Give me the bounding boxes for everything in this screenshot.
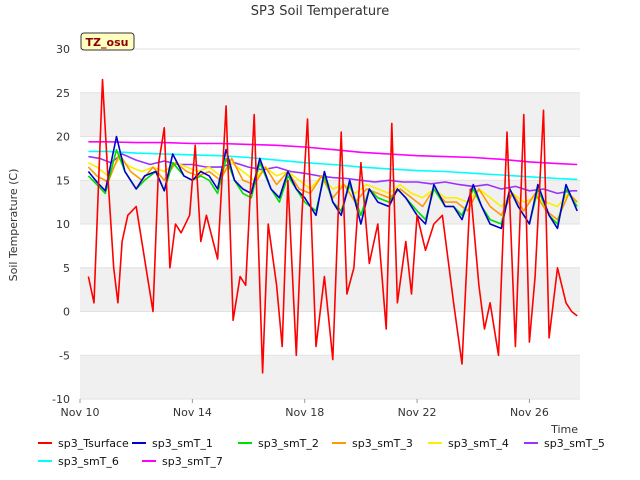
y-tick-label: 15 xyxy=(56,174,70,187)
x-axis-label: Time xyxy=(550,423,578,436)
y-axis: -10 -5 0 5 10 15 20 25 30 xyxy=(52,43,70,406)
series-line-sp3_smT_1 xyxy=(87,135,578,230)
y-tick-label: -10 xyxy=(52,393,70,406)
y-axis-label: Soil Temperature (C) xyxy=(7,169,20,282)
y-tick-label: -5 xyxy=(59,349,70,362)
legend-label-sp3_smT_5: sp3_smT_5 xyxy=(544,437,605,450)
legend: sp3_Tsurface sp3_smT_1 sp3_smT_2 sp3_smT_3 s… xyxy=(38,437,605,468)
grid-band xyxy=(80,92,580,137)
chart-title: SP3 Soil Temperature xyxy=(251,4,389,19)
legend-label-sp3_smT_7: sp3_smT_7 xyxy=(162,455,223,468)
y-tick-label: 25 xyxy=(56,87,70,100)
y-tick-label: 5 xyxy=(63,262,70,275)
x-tick-label: Nov 22 xyxy=(398,406,437,419)
legend-label-sp3_smT_1: sp3_smT_1 xyxy=(152,437,213,450)
x-axis: Nov 10 Nov 14 Nov 18 Nov 22 Nov 26 xyxy=(61,399,549,419)
site-badge-box xyxy=(80,32,135,51)
x-tick-label: Nov 14 xyxy=(173,406,212,419)
series-line-sp3_smT_6 xyxy=(88,150,578,181)
series-line-sp3_Tsurface xyxy=(87,78,578,374)
x-tick-label: Nov 18 xyxy=(285,406,324,419)
series-line-sp3_smT_4 xyxy=(88,157,578,208)
grid-band xyxy=(80,267,580,312)
legend-label-sp3_smT_3: sp3_smT_3 xyxy=(352,437,413,450)
y-tick-label: 0 xyxy=(63,306,70,319)
legend-label-sp3_smT_2: sp3_smT_2 xyxy=(258,437,319,450)
x-tick-label: Nov 26 xyxy=(510,406,549,419)
y-tick-label: 30 xyxy=(56,43,70,56)
legend-label-sp3_Tsurface: sp3_Tsurface xyxy=(58,437,129,450)
legend-label-sp3_smT_6: sp3_smT_6 xyxy=(58,455,119,468)
site-badge-label: TZ_osu xyxy=(86,36,129,49)
series-layer xyxy=(87,78,578,374)
x-tick-label: Nov 10 xyxy=(61,406,100,419)
y-tick-label: 10 xyxy=(56,218,70,231)
y-tick-label: 20 xyxy=(56,131,70,144)
series-line-sp3_smT_5 xyxy=(88,153,578,195)
grid-band xyxy=(80,355,580,399)
legend-label-sp3_smT_4: sp3_smT_4 xyxy=(448,437,509,450)
site-badge: TZ_osu xyxy=(80,32,135,51)
